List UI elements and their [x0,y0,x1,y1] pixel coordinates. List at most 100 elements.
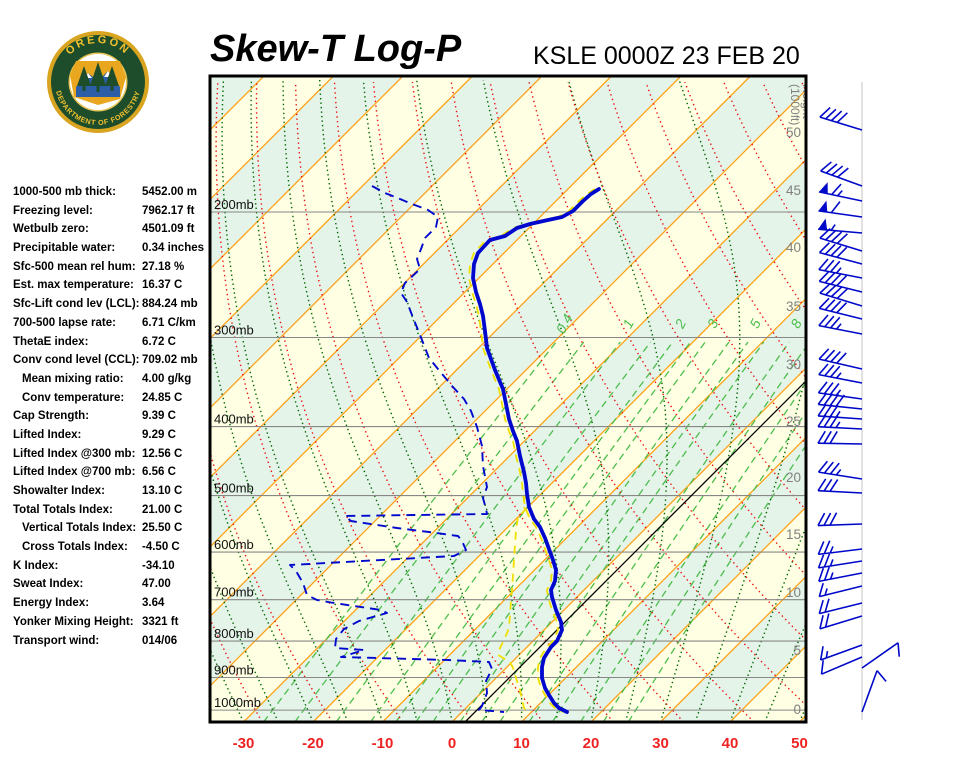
svg-text:800mb: 800mb [214,626,254,641]
index-value: 27.18 % [142,260,185,273]
dewpoint-trace [289,185,505,713]
stability-indices-panel: 1000-500 mb thick: 5452.00 m Freezing leve… [13,183,213,650]
station-datetime-label: KSLE 0000Z 23 FEB 20 [533,42,800,70]
odf-logo: OREGON DEPARTMENT OF FORESTRY [47,31,149,133]
index-row: Sfc-Lift cond lev (LCL): 884.24 mb [13,295,213,314]
plot-area: 0.4 1 2 3 5 805101520253035404550Height(1000f… [211,77,814,721]
wind-barb [819,644,863,661]
index-label: Transport wind: [13,634,100,647]
index-row: Lifted Index @300 mb: 12.56 C [13,445,213,464]
index-value: 014/06 [142,634,178,647]
svg-text:30: 30 [652,735,669,752]
wind-barb [861,642,901,669]
index-row: Cap Strength: 9.39 C [13,407,213,426]
logo-emblem [70,61,126,105]
index-value: 3.64 [142,597,165,610]
index-label: Vertical Totals Index: [22,522,137,535]
wind-barb [818,242,863,265]
index-label: Lifted Index @300 mb: [13,447,136,460]
index-row: Lifted Index: 9.29 C [13,426,213,445]
svg-text:1000mb: 1000mb [214,695,261,710]
svg-text:40: 40 [722,735,739,752]
svg-text:30: 30 [786,357,801,372]
index-value: 3321 ft [142,615,179,628]
index-row: 1000-500 mb thick: 5452.00 m [13,183,213,202]
wind-barb [817,460,863,480]
wind-barb [818,218,863,234]
wind-barb [818,582,863,598]
svg-text:5: 5 [793,643,801,658]
svg-text:400mb: 400mb [214,412,254,427]
wind-barb [818,297,863,320]
wind-barb [817,430,863,445]
wind-barb [861,670,887,713]
index-label: ThetaE index: [13,335,89,348]
wind-barb [818,598,863,615]
wind-barb-column [817,82,901,720]
wind-barb [817,414,863,430]
moist-adiabat-lines [211,79,805,721]
index-value: 25.50 C [142,522,183,535]
index-label: Total Totals Index: [13,503,113,516]
index-value: 16.37 C [142,279,183,292]
svg-text:-20: -20 [302,735,324,752]
index-label: Lifted Index @700 mb: [13,466,136,479]
index-row: Precipitable water: 0.34 inches [13,239,213,258]
index-row: Est. max temperature: 16.37 C [13,276,213,295]
index-label: Yonker Mixing Height: [13,615,134,628]
index-value: -34.10 [142,559,175,572]
index-value: 0.34 inches [142,242,205,255]
index-value: 12.56 C [142,447,183,460]
svg-text:20: 20 [583,735,600,752]
index-row: Freezing level: 7962.17 ft [13,202,213,221]
isotherm-lines [211,77,805,721]
pressure-axis-labels: 200mb 300mb 400mb 500mb 600mb 700mb 800mb 900mb… [214,197,261,710]
svg-text:0: 0 [448,735,456,752]
index-label: K Index: [13,559,59,572]
wind-barb [818,200,863,218]
index-value: 884.24 mb [142,298,198,311]
index-row: 700-500 lapse rate: 6.71 C/km [13,314,213,333]
index-row: Sfc-500 mean rel hum: 27.18 % [13,258,213,277]
svg-text:35: 35 [786,299,801,314]
index-row: Wetbulb zero: 4501.09 ft [13,220,213,239]
index-row: ThetaE index: 6.72 C [13,333,213,352]
index-value: 5452.00 m [142,186,197,198]
svg-text:40: 40 [786,240,801,255]
chart-border [208,74,808,724]
svg-text:50: 50 [791,735,808,752]
index-label: Energy Index: [13,597,90,610]
svg-text:(1000ft): (1000ft) [788,84,802,125]
svg-text:25: 25 [786,414,801,429]
index-row: Energy Index: 3.64 [13,594,213,613]
wind-barb [818,363,863,384]
index-label: 1000-500 mb thick: [13,186,116,198]
index-row: Conv temperature: 24.85 C [13,389,213,408]
index-label: Cross Totals Index: [22,541,128,554]
svg-text:300mb: 300mb [214,322,254,337]
temperature-trace [471,187,601,714]
wind-barb [820,161,863,187]
index-value: 21.00 C [142,503,183,516]
index-row: Vertical Totals Index: 25.50 C [13,519,213,538]
index-label: Showalter Index: [13,485,106,497]
wind-barb [818,566,863,583]
svg-text:900mb: 900mb [214,663,254,678]
wind-barb [817,540,863,556]
index-row: Cross Totals Index: -4.50 C [13,538,213,557]
wind-barb [818,182,863,202]
wind-barb [819,227,863,252]
svg-text:700mb: 700mb [214,585,254,600]
svg-text:-10: -10 [372,735,394,752]
wind-barb [820,656,863,675]
pressure-gridlines [211,211,805,711]
index-label: Precipitable water: [13,242,116,255]
wetbulb-trace-lower [496,493,528,713]
index-row: Total Totals Index: 21.00 C [13,501,213,520]
index-label: Lifted Index: [13,428,82,441]
index-label: Sfc-Lift cond lev (LCL): [13,298,140,311]
index-row: Conv cond level (CCL): 709.02 mb [13,351,213,370]
index-label: Conv cond level (CCL): [13,354,140,367]
svg-text:Height: Height [800,84,814,119]
